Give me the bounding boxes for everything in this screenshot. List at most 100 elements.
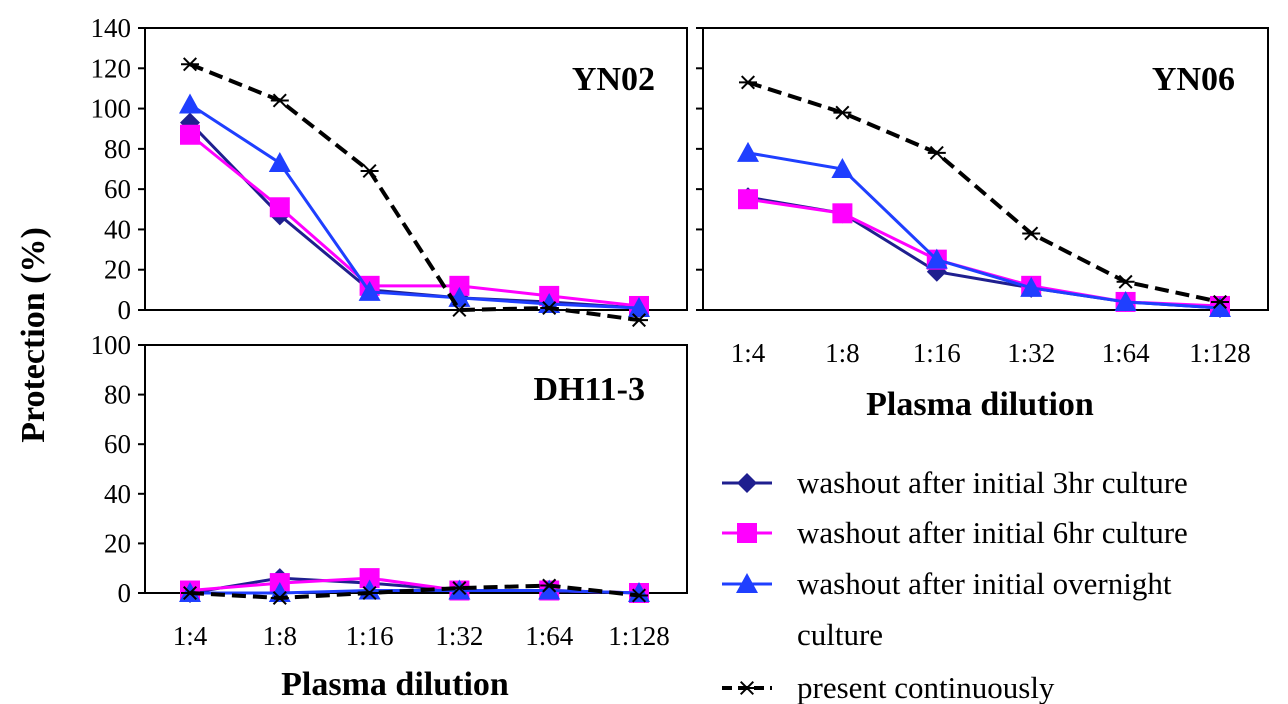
legend-marker — [738, 680, 756, 696]
y-tick-label: 80 — [104, 134, 131, 164]
y-tick-label: 80 — [104, 380, 131, 410]
series-line — [747, 151, 1221, 310]
data-point — [927, 145, 946, 160]
panel-title: YN02 — [572, 61, 655, 98]
series-line — [747, 80, 1221, 304]
data-point — [628, 296, 650, 317]
series-washout-after-initial-6hr-culture — [180, 124, 649, 316]
data-point — [360, 585, 379, 601]
plot-frame — [144, 27, 688, 311]
legend-marker — [737, 523, 757, 543]
series-washout-after-initial-3hr-culture — [738, 187, 1230, 318]
chart-panels: 0 20 40 60 80 100 120 140 YN02 1:4 1:8 1:16 1:32 1:64… — [91, 13, 1269, 651]
x-tick-label: 1:16 — [913, 338, 961, 368]
data-point — [738, 189, 758, 210]
data-point — [630, 588, 648, 603]
data-point — [831, 158, 854, 178]
data-point — [359, 568, 380, 589]
data-point — [1022, 226, 1041, 241]
legend-item-1: washout after initial 3hr culture — [722, 465, 1188, 500]
data-point — [180, 112, 200, 133]
legend-label: washout after initial 6hr culture — [797, 515, 1188, 550]
data-point — [450, 581, 469, 596]
legend: washout after initial 3hr culture washout… — [722, 465, 1188, 704]
data-point — [739, 75, 757, 90]
panel-title: DH11-3 — [534, 371, 645, 408]
data-point — [180, 124, 200, 145]
legend-label: washout after initial 3hr culture — [797, 465, 1188, 500]
panel-yn06: 1:4 1:8 1:16 1:32 1:64 1:128 YN06 — [696, 27, 1269, 368]
y-tick-label: 60 — [104, 174, 131, 204]
series-washout-after-initial-overnight-culture — [179, 93, 650, 317]
data-point — [269, 197, 290, 218]
x-axis-title-bottom-left: Plasma dilution — [281, 666, 509, 703]
data-point — [538, 579, 561, 600]
x-tick-label: 1:128 — [608, 621, 670, 651]
y-tick-label: 60 — [104, 429, 131, 459]
series-line — [190, 589, 640, 595]
data-point — [1211, 294, 1229, 309]
series-present-continuously — [739, 75, 1229, 309]
panel-yn02: 0 20 40 60 80 100 120 140 YN02 — [91, 13, 688, 328]
data-point — [925, 248, 948, 269]
data-point — [358, 280, 381, 301]
series-present-continuously — [181, 57, 648, 328]
data-point — [179, 93, 201, 114]
series-line — [188, 121, 640, 310]
series-washout-after-initial-6hr-culture — [180, 568, 649, 603]
legend-marker — [737, 473, 757, 493]
data-point — [270, 590, 289, 605]
legend-label-continued: culture — [797, 617, 883, 652]
data-point — [630, 313, 648, 328]
x-tick-label: 1:64 — [525, 621, 574, 651]
data-point — [737, 141, 759, 162]
legend-item-2: washout after initial 6hr culture — [722, 515, 1188, 550]
data-point — [270, 93, 289, 108]
legend-item-4: present continuously — [722, 670, 1055, 704]
x-tick-label: 1:16 — [346, 621, 394, 651]
y-axis-title: Protection (%) — [15, 227, 52, 443]
y-tick-label: 0 — [118, 295, 132, 325]
x-tick-label: 1:4 — [731, 338, 766, 368]
series-present-continuously — [181, 578, 648, 605]
y-tick-label: 40 — [104, 479, 131, 509]
data-point — [1114, 290, 1137, 311]
series-line — [189, 583, 640, 600]
x-tick-label: 1:32 — [1007, 338, 1055, 368]
legend-item-3: washout after initial overnight culture — [722, 566, 1172, 652]
data-point — [1116, 274, 1135, 289]
data-point — [540, 300, 559, 315]
plot-frame — [702, 27, 1269, 311]
legend-label: present continuously — [797, 670, 1055, 704]
series-line — [189, 103, 640, 310]
data-point — [268, 151, 291, 172]
x-tick-label: 1:8 — [263, 621, 298, 651]
legend-marker — [736, 573, 758, 593]
data-point — [1209, 296, 1231, 317]
x-tick-label: 1:128 — [1189, 338, 1251, 368]
y-tick-label: 140 — [91, 13, 132, 43]
data-point — [628, 582, 650, 602]
y-tick-label: 40 — [104, 214, 131, 244]
y-tick-label: 120 — [91, 53, 132, 83]
y-tick-label: 0 — [118, 578, 132, 608]
x-tick-label: 1:8 — [825, 338, 860, 368]
series-line — [747, 195, 1221, 310]
legend-label: washout after initial overnight — [797, 566, 1172, 601]
plot-frame — [144, 344, 688, 594]
y-tick-label: 100 — [91, 330, 132, 360]
data-point — [450, 302, 469, 318]
data-point — [181, 585, 199, 601]
panel-title: YN06 — [1152, 61, 1235, 98]
data-point — [832, 203, 853, 224]
y-tick-label: 20 — [104, 255, 131, 285]
x-axis-title-top-right: Plasma dilution — [866, 386, 1094, 423]
series-washout-after-initial-6hr-culture — [738, 189, 1230, 316]
series-line — [747, 197, 1221, 308]
x-tick-label: 1:64 — [1102, 338, 1151, 368]
data-point — [449, 275, 470, 296]
data-point — [1020, 276, 1043, 297]
x-tick-label: 1:4 — [173, 621, 208, 651]
data-point — [360, 164, 379, 179]
y-tick-label: 100 — [91, 94, 132, 124]
